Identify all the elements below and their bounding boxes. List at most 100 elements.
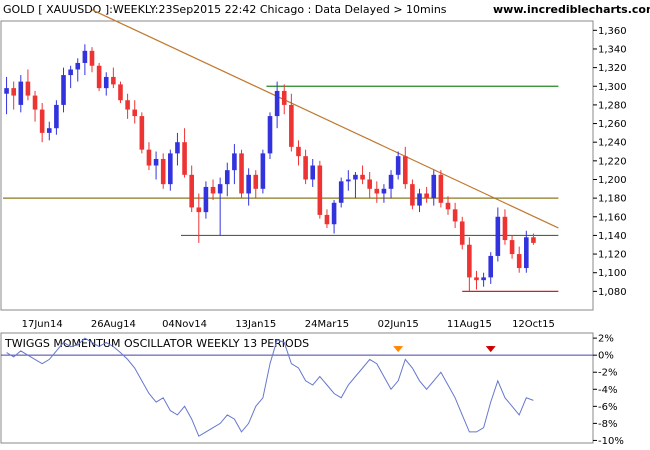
candle-body <box>103 76 109 89</box>
candle-body <box>246 174 251 194</box>
candle-body <box>54 104 59 129</box>
candle-body <box>182 142 187 175</box>
candle-body <box>346 179 351 182</box>
candle-body <box>232 153 237 171</box>
candle-body <box>46 128 52 133</box>
candle-body <box>289 104 294 147</box>
candle-body <box>153 158 159 166</box>
price-y-tick-label: 1,320 <box>598 63 627 74</box>
downtrend-line <box>91 9 559 229</box>
price-y-tick-label: 1,220 <box>598 156 627 167</box>
candle-body <box>381 188 387 194</box>
candle-body <box>75 62 81 70</box>
candle-body <box>402 156 408 185</box>
candlesticks <box>4 44 536 292</box>
candle-body <box>118 84 123 101</box>
x-axis-label: 26Aug14 <box>91 319 136 330</box>
candle-body <box>267 116 273 154</box>
candle-body <box>61 75 66 105</box>
candle-body <box>210 186 216 194</box>
candle-body <box>445 202 451 210</box>
candle-body <box>96 65 102 89</box>
price-y-tick-label: 1,300 <box>598 82 627 93</box>
price-y-tick-label: 1,160 <box>598 212 627 223</box>
oscillator-markers <box>393 346 496 353</box>
price-y-tick-label: 1,280 <box>598 100 627 111</box>
candle-body <box>410 184 415 206</box>
price-y-tick-label: 1,240 <box>598 138 627 149</box>
candle-body <box>502 216 508 241</box>
osc-y-tick-label: 2% <box>598 334 614 345</box>
candle-body <box>495 216 501 256</box>
candle-body <box>281 90 287 105</box>
price-y-tick-label: 1,180 <box>598 194 627 205</box>
candle-body <box>32 95 38 110</box>
candle-body <box>303 156 308 180</box>
candle-body <box>11 88 16 96</box>
osc-y-tick-label: -8% <box>598 419 617 430</box>
osc-y-tick-label: -6% <box>598 402 617 413</box>
osc-y-tick-label: -4% <box>598 385 617 396</box>
x-axis-label: 02Jun15 <box>378 319 419 330</box>
candle-body <box>224 170 230 185</box>
candle-body <box>474 277 479 281</box>
candle-body <box>68 69 73 76</box>
candle-body <box>481 277 486 281</box>
osc-y-tick-label: -2% <box>598 368 617 379</box>
oscillator-series <box>6 337 534 437</box>
x-axis-label: 11Aug15 <box>447 319 492 330</box>
oscillator-title: TWIGGS MOMENTUM OSCILLATOR WEEKLY 13 PER… <box>4 337 309 350</box>
candle-body <box>395 156 401 175</box>
candle-body <box>417 193 422 206</box>
osc-y-tick-label: -10% <box>598 436 624 447</box>
candle-body <box>217 184 223 194</box>
candle-body <box>4 88 9 94</box>
red-arrow-icon <box>485 346 496 353</box>
candle-body <box>39 109 45 133</box>
candle-body <box>531 237 536 243</box>
oscillator-panel-frame <box>0 332 594 444</box>
candle-body <box>146 149 152 166</box>
candle-body <box>253 174 259 189</box>
candle-body <box>296 146 301 157</box>
candle-body <box>239 153 244 194</box>
price-y-tick-label: 1,340 <box>598 44 627 55</box>
oscillator-y-axis: 2% 0% -2% -4% -6% -8% -10% <box>593 334 624 447</box>
candle-body <box>467 244 472 278</box>
candle-body <box>488 255 494 278</box>
candle-body <box>160 158 166 185</box>
candle-body <box>331 202 337 225</box>
x-axis-label: 17Jun14 <box>22 319 63 330</box>
candle-body <box>125 100 130 110</box>
candle-body <box>516 254 522 269</box>
candle-body <box>338 181 344 203</box>
x-axis-label: 04Nov14 <box>162 319 207 330</box>
price-panel-frame <box>0 20 594 311</box>
x-axis: 17Jun14 26Aug14 04Nov14 13Jan15 24Mar15 02Jun… <box>22 319 555 330</box>
candle-body <box>132 109 138 117</box>
candle-body <box>424 193 429 199</box>
osc-y-tick-label: 0% <box>598 351 614 362</box>
oscillator-line <box>6 337 534 437</box>
price-y-tick-label: 1,080 <box>598 287 627 298</box>
website-label[interactable]: www.incrediblecharts.com <box>493 3 650 16</box>
candle-body <box>324 214 330 225</box>
candle-body <box>374 188 380 194</box>
candle-body <box>260 153 266 189</box>
candle-body <box>82 50 88 63</box>
orange-arrow-icon <box>393 346 404 353</box>
candle-body <box>196 207 202 213</box>
candle-body <box>168 153 173 185</box>
chart-title: GOLD [ XAUUSDO ]:WEEKLY:23Sep2015 22:42 … <box>3 3 447 16</box>
candle-body <box>274 90 280 117</box>
candle-body <box>438 174 444 203</box>
price-y-tick-label: 1,200 <box>598 175 627 186</box>
x-axis-label: 24Mar15 <box>305 319 349 330</box>
candle-body <box>139 116 145 150</box>
candle-body <box>524 237 529 269</box>
candle-body <box>89 50 95 66</box>
candle-body <box>111 76 116 85</box>
candle-body <box>360 174 365 180</box>
candle-body <box>459 221 465 245</box>
